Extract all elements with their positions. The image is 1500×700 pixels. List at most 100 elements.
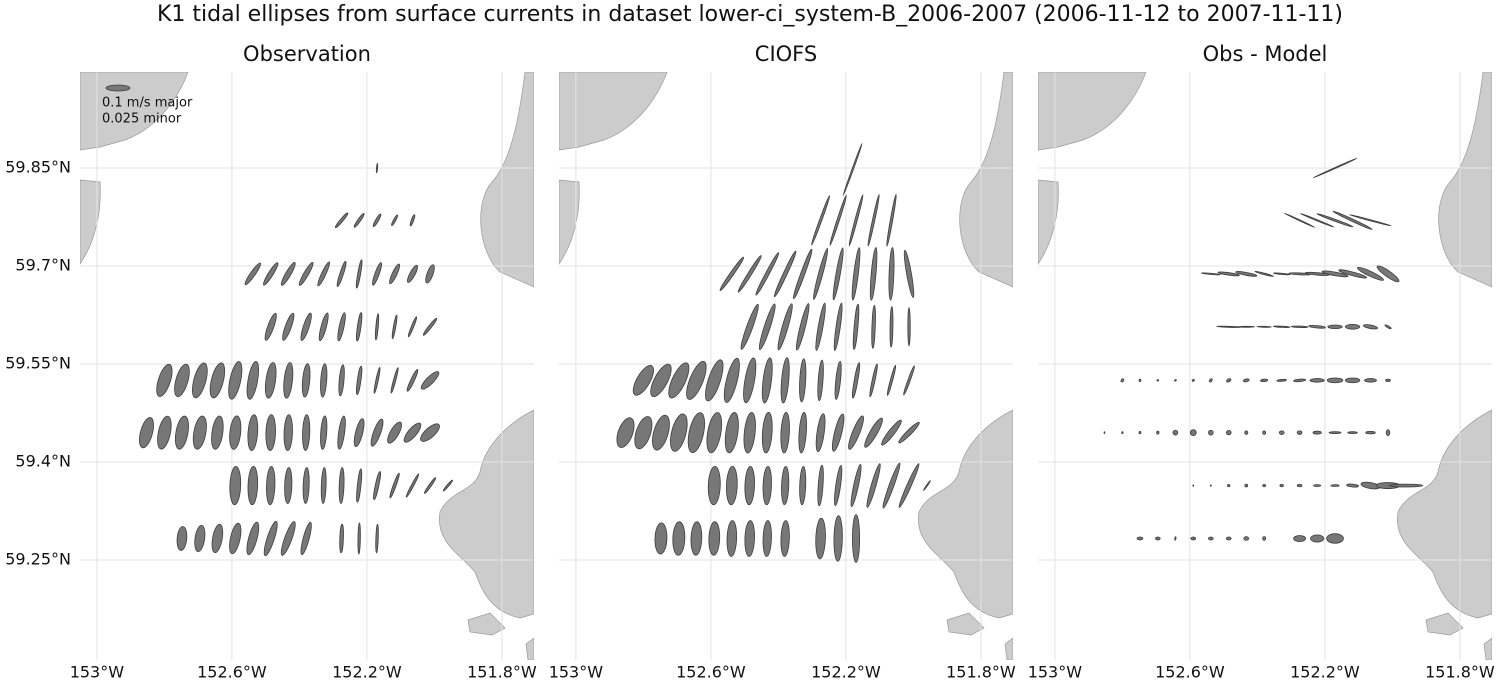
tidal-ellipse: [373, 367, 381, 394]
tidal-ellipse: [813, 247, 829, 300]
tidal-ellipse: [761, 411, 773, 454]
tidal-ellipse: [869, 247, 878, 301]
tidal-ellipse: [888, 247, 895, 301]
tidal-ellipse: [320, 415, 328, 450]
panel-title: Obs - Model: [1203, 42, 1328, 66]
tidal-ellipse: [174, 415, 189, 450]
tidal-ellipse: [337, 415, 346, 450]
tidal-ellipse: [886, 364, 897, 396]
tidal-ellipse: [815, 302, 826, 351]
tidal-ellipse: [266, 465, 276, 506]
map: [1038, 72, 1492, 660]
tidal-ellipse: [743, 411, 756, 454]
tidal-ellipse: [1244, 430, 1249, 435]
panel: [1038, 72, 1492, 660]
tidal-ellipse: [886, 193, 897, 247]
tidal-ellipse: [1310, 534, 1325, 543]
tidal-ellipse: [211, 523, 224, 554]
tidal-ellipse: [1296, 430, 1303, 435]
tidal-ellipse: [192, 415, 207, 450]
tidal-ellipse: [744, 465, 755, 506]
tidal-ellipse: [229, 465, 242, 506]
tidal-ellipse: [375, 162, 379, 174]
tidal-ellipse: [672, 521, 686, 556]
tidal-ellipse: [209, 362, 226, 399]
tidal-ellipse: [1226, 378, 1232, 383]
x-tick-label: 153°W: [70, 663, 125, 682]
tidal-ellipse: [903, 365, 915, 396]
tidal-ellipse: [1347, 431, 1358, 435]
tidal-ellipse: [391, 214, 399, 227]
tidal-ellipse: [723, 357, 740, 403]
tidal-ellipse: [317, 261, 331, 287]
tidal-ellipse: [372, 262, 383, 286]
y-tick-label: 59.4°N: [15, 452, 71, 471]
tidal-ellipse: [375, 523, 379, 554]
tidal-ellipse: [372, 213, 382, 227]
tidal-ellipse: [1138, 378, 1142, 382]
tidal-ellipse: [194, 524, 206, 552]
tidal-ellipse: [654, 522, 668, 555]
tidal-ellipse: [424, 477, 437, 494]
tidal-ellipse: [318, 312, 329, 342]
tidal-ellipse: [705, 359, 724, 402]
tidal-ellipse: [229, 522, 242, 555]
tidal-ellipse: [1136, 536, 1144, 541]
tidal-ellipse: [1174, 379, 1177, 382]
panel: [559, 72, 1013, 660]
tidal-ellipse: [157, 415, 172, 450]
tidal-ellipse: [244, 262, 262, 286]
tidal-ellipse: [1243, 536, 1250, 541]
tidal-ellipse: [264, 312, 277, 341]
tidal-ellipse: [848, 194, 864, 247]
tidal-ellipse: [1174, 536, 1177, 541]
tidal-ellipse: [833, 515, 843, 562]
tidal-ellipse: [156, 363, 173, 397]
tidal-ellipse: [246, 521, 260, 556]
tidal-ellipse: [1208, 536, 1214, 541]
x-tick-label: 151.8°W: [946, 663, 1016, 682]
x-tick-label: 152.6°W: [676, 663, 746, 682]
tidal-ellipse: [246, 361, 260, 400]
tidal-ellipse: [1200, 272, 1221, 276]
x-tick-label: 152.6°W: [197, 663, 267, 682]
tidal-ellipse: [744, 520, 755, 557]
tidal-ellipse: [405, 473, 420, 498]
tidal-ellipse: [740, 303, 759, 350]
tidal-ellipse: [355, 259, 363, 289]
y-tick-label: 59.25°N: [5, 550, 71, 569]
legend-label: 0.1 m/s major: [102, 96, 193, 111]
tidal-ellipse: [832, 247, 844, 301]
tidal-ellipse: [1293, 535, 1306, 542]
x-tick-label: 152.2°W: [1290, 663, 1360, 682]
tidal-ellipse: [811, 195, 831, 246]
tidal-ellipse: [176, 526, 188, 551]
tidal-ellipse: [1313, 484, 1322, 487]
tidal-ellipse: [191, 362, 208, 399]
tidal-ellipse: [852, 362, 861, 399]
tidal-ellipse: [1312, 430, 1322, 435]
tidal-ellipse: [690, 521, 703, 556]
tidal-ellipse: [422, 317, 438, 336]
tidal-ellipse: [280, 261, 296, 286]
tidal-ellipse: [726, 520, 738, 557]
tidal-ellipse: [1356, 267, 1384, 281]
tidal-ellipse: [1262, 483, 1266, 488]
tidal-ellipse: [1385, 378, 1391, 382]
tidal-ellipse: [301, 363, 311, 398]
tidal-ellipse: [687, 412, 706, 454]
tidal-ellipse: [1225, 430, 1232, 436]
tidal-ellipse: [706, 412, 723, 454]
tidal-ellipse: [650, 363, 672, 397]
tidal-ellipse: [300, 521, 312, 556]
x-tick-label: 151.8°W: [1425, 663, 1495, 682]
tidal-ellipse: [869, 363, 878, 398]
tidal-ellipse: [353, 212, 365, 228]
tidal-ellipse: [391, 314, 398, 340]
tidal-ellipse: [833, 302, 843, 351]
tidal-ellipse: [339, 523, 344, 554]
x-tick-label: 153°W: [549, 663, 604, 682]
tidal-ellipse: [773, 250, 797, 298]
tidal-ellipse: [1330, 484, 1340, 487]
